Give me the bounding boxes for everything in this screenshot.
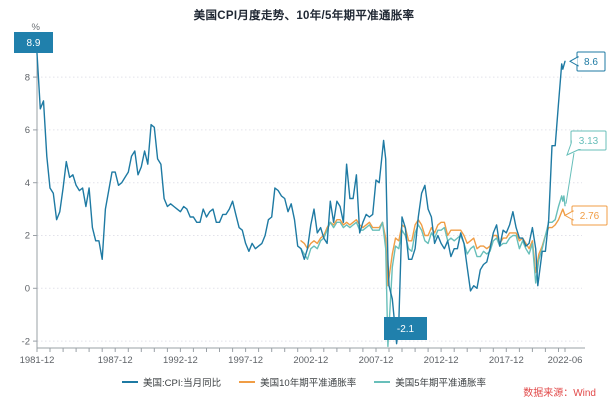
svg-text:8.9: 8.9 — [27, 38, 41, 49]
y-tick-label: 8 — [25, 72, 30, 83]
data-source-label: 数据来源：Wind — [523, 388, 596, 399]
legend-item-be5: 美国5年期平准通胀率 — [374, 375, 486, 389]
svg-text:2.76: 2.76 — [580, 211, 600, 222]
annotation-be5-end: 3.13 — [565, 130, 607, 204]
axes: 8 6 4 2 0 -2% 1981-12 1987-12 1992-12 1997-12 2002… — [20, 22, 585, 366]
x-tick-label: 2002-12 — [293, 355, 328, 366]
x-tick-label: 1981-12 — [20, 355, 55, 366]
x-tick-label: 1992-12 — [163, 355, 198, 366]
x-tick-label: 2017-12 — [489, 355, 524, 366]
x-tick-label: 1997-12 — [228, 355, 263, 366]
legend-swatch-cpi — [122, 381, 138, 383]
legend-swatch-be10 — [239, 381, 256, 383]
legend-label: 美国10年期平准通胀率 — [260, 378, 357, 389]
series-cpi-line — [36, 52, 566, 345]
y-axis-unit: % — [32, 22, 41, 33]
annotation-cpi-end: 8.6 — [568, 51, 606, 72]
annotation-cpi-start: 8.9 — [14, 32, 53, 53]
x-tick-label: 2007-12 — [359, 355, 394, 366]
series-be5-line — [300, 195, 566, 348]
legend-swatch-be5 — [374, 381, 391, 383]
legend-item-cpi: 美国:CPI:当月同比 — [122, 375, 221, 389]
chart-legend: 美国:CPI:当月同比 美国10年期平准通胀率 美国5年期平准通胀率 — [0, 375, 608, 389]
x-tick-label: 1987-12 — [98, 355, 133, 366]
y-tick-label: 2 — [25, 231, 30, 242]
y-tick-label: 4 — [25, 178, 30, 189]
svg-text:-2.1: -2.1 — [397, 324, 415, 335]
x-tick-label: 2012-12 — [424, 355, 459, 366]
annotation-be10-end: 2.76 — [563, 205, 608, 226]
x-tick-label: 2022-06 — [548, 355, 583, 366]
svg-text:8.6: 8.6 — [584, 57, 598, 68]
gridlines — [37, 76, 582, 342]
legend-label: 美国:CPI:当月同比 — [143, 378, 222, 389]
legend-label: 美国5年期平准通胀率 — [395, 378, 486, 389]
svg-text:3.13: 3.13 — [579, 136, 599, 147]
y-tick-label: 6 — [25, 125, 30, 136]
legend-item-be10: 美国10年期平准通胀率 — [239, 375, 356, 389]
annotation-cpi-trough: -2.1 — [384, 317, 427, 340]
chart-canvas: 8 6 4 2 0 -2% 1981-12 1987-12 1992-12 1997-12 2002… — [14, 22, 608, 366]
chart-title: 美国CPI月度走势、10年/5年期平准通胀率 — [193, 10, 415, 22]
y-tick-label: 0 — [25, 284, 30, 295]
y-tick-label: -2 — [22, 336, 30, 347]
